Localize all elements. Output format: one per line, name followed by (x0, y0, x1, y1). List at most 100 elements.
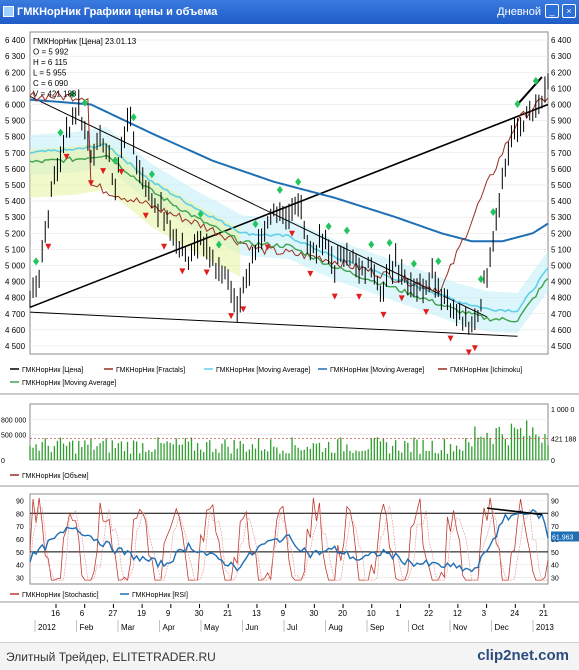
chart-area: 4 500 4 500 4 600 4 600 4 700 4 700 4 800 4 800… (0, 31, 579, 632)
fractal-up-marker (295, 177, 302, 186)
fractal-down-marker (307, 270, 314, 277)
clip2net-logo: clip2net.com (477, 647, 569, 664)
fractal-up-marker (343, 226, 350, 235)
fractal-down-marker (228, 313, 235, 320)
footer-text: Элитный Трейдер, ELITETRADER.RU (6, 650, 216, 664)
price-tick-left: 5 600 (5, 165, 26, 174)
price-tick-right: 4 800 (551, 294, 572, 303)
fractal-up-marker (532, 76, 539, 85)
fractal-up-marker (112, 156, 119, 165)
fractal-down-marker (142, 212, 149, 219)
fractal-down-marker (356, 293, 363, 300)
month-tick-label: Apr (163, 623, 176, 632)
month-tick-label: Dec (495, 623, 509, 632)
fractal-down-marker (447, 335, 454, 342)
stochastic-signal-line (29, 505, 548, 581)
day-tick-label: 27 (108, 609, 117, 618)
ichimoku-cloud (30, 126, 548, 334)
volume-tick-left: 500 000 (1, 433, 26, 440)
day-tick-label: 9 (281, 609, 286, 618)
fractal-up-marker (148, 170, 155, 179)
chart-window-icon (3, 6, 14, 17)
month-tick-label: Jul (287, 623, 297, 632)
fractal-up-marker (368, 240, 375, 249)
price-tick-left: 6 200 (5, 68, 26, 77)
price-tick-right: 5 900 (551, 117, 572, 126)
month-tick-label: Oct (412, 623, 425, 632)
price-info-line: H = 6 115 (33, 58, 68, 67)
month-tick-label: Aug (329, 623, 343, 632)
oscillator-tick-right: 70 (551, 524, 559, 531)
price-tick-left: 4 500 (5, 342, 26, 351)
oscillator-tick-right: 90 (551, 498, 559, 505)
legend-label: ГМКНорНик [Fractals] (116, 367, 185, 374)
price-tick-right: 5 500 (551, 181, 572, 190)
price-info-line: C = 6 090 (33, 79, 68, 88)
oscillator-tick-right: 40 (551, 563, 559, 570)
day-tick-label: 10 (367, 609, 376, 618)
price-tick-left: 5 300 (5, 213, 26, 222)
fractal-down-marker (398, 295, 405, 302)
legend-label: ГМКНорНик [Объем] (22, 472, 89, 480)
day-tick-label: 19 (137, 609, 146, 618)
price-tick-right: 6 200 (551, 68, 572, 77)
fractal-up-marker (33, 257, 40, 266)
legend-label: ГМКНорНик [Цена] (22, 367, 83, 374)
price-tick-right: 6 100 (551, 84, 572, 93)
price-tick-left: 5 000 (5, 261, 26, 270)
price-tick-right: 4 900 (551, 278, 572, 287)
price-tick-right: 5 100 (551, 245, 572, 254)
price-tick-left: 5 700 (5, 149, 26, 158)
fractal-up-marker (252, 220, 259, 229)
fractal-up-marker (410, 259, 417, 268)
fractal-up-marker (215, 240, 222, 249)
volume-tick-right: 0 (551, 458, 555, 465)
fractal-down-marker (289, 230, 296, 237)
ichimoku-cloud-green (30, 141, 241, 277)
day-tick-label: 1 (395, 609, 400, 618)
fractal-down-marker (45, 243, 52, 250)
price-tick-right: 4 500 (551, 342, 572, 351)
window-title: ГМКНорНик Графики цены и объема (17, 6, 218, 18)
oscillator-tick-right: 80 (551, 511, 559, 518)
price-tick-left: 6 300 (5, 52, 26, 61)
ma-long-line (29, 98, 549, 243)
day-tick-label: 22 (424, 609, 433, 618)
price-tick-right: 5 000 (551, 261, 572, 270)
timeframe-selector[interactable]: Дневной (497, 6, 541, 18)
price-tick-left: 5 100 (5, 245, 26, 254)
month-tick-label: 2012 (38, 623, 56, 632)
fractal-down-marker (471, 345, 478, 352)
oscillator-tick-left: 40 (16, 563, 24, 570)
oscillator-tick-left: 70 (16, 524, 24, 531)
day-tick-label: 30 (309, 609, 318, 618)
fractal-down-marker (264, 244, 271, 251)
fractal-up-marker (276, 185, 283, 194)
fractal-down-marker (380, 311, 387, 318)
day-tick-label: 16 (51, 609, 60, 618)
price-tick-left: 5 400 (5, 197, 26, 206)
month-tick-label: Sep (370, 623, 385, 632)
ma-short-line (29, 142, 549, 313)
minimize-button[interactable]: _ (545, 4, 559, 18)
price-tick-left: 6 000 (5, 100, 26, 109)
month-tick-label: May (204, 623, 219, 632)
fractal-down-marker (240, 306, 247, 313)
rsi-last-value: 61.963 (552, 534, 574, 541)
month-tick-label: Feb (80, 623, 94, 632)
price-tick-right: 4 600 (551, 326, 572, 335)
footer: Элитный Трейдер, ELITETRADER.RU clip2net… (0, 642, 579, 670)
rsi-line (29, 508, 549, 573)
oscillator-tick-right: 50 (551, 550, 559, 557)
fractal-up-marker (57, 128, 64, 137)
price-tick-right: 5 300 (551, 213, 572, 222)
fractal-down-marker (63, 153, 70, 160)
oscillator-tick-left: 30 (16, 576, 24, 583)
day-tick-label: 13 (252, 609, 261, 618)
close-button[interactable]: × (562, 4, 576, 18)
fractal-down-marker (87, 180, 94, 187)
fractal-up-marker (130, 113, 137, 122)
price-tick-right: 5 400 (551, 197, 572, 206)
day-tick-label: 21 (539, 609, 548, 618)
